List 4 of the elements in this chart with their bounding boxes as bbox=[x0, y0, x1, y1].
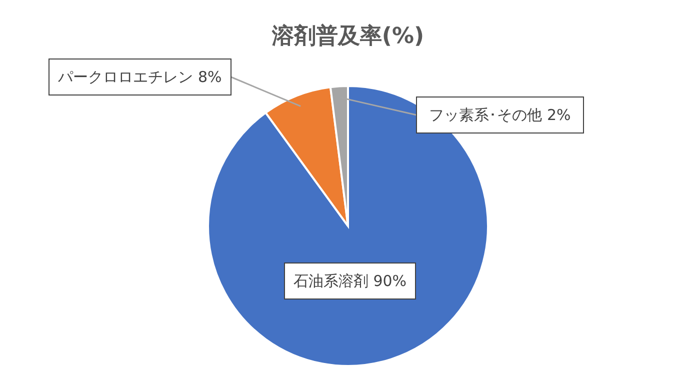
slice-label: フッ素系･その他 2% bbox=[429, 106, 571, 124]
slice-label: パークロロエチレン 8% bbox=[57, 68, 222, 86]
slice-label: 石油系溶剤 90% bbox=[293, 272, 407, 290]
chart-title: 溶剤普及率(%) bbox=[270, 23, 424, 49]
